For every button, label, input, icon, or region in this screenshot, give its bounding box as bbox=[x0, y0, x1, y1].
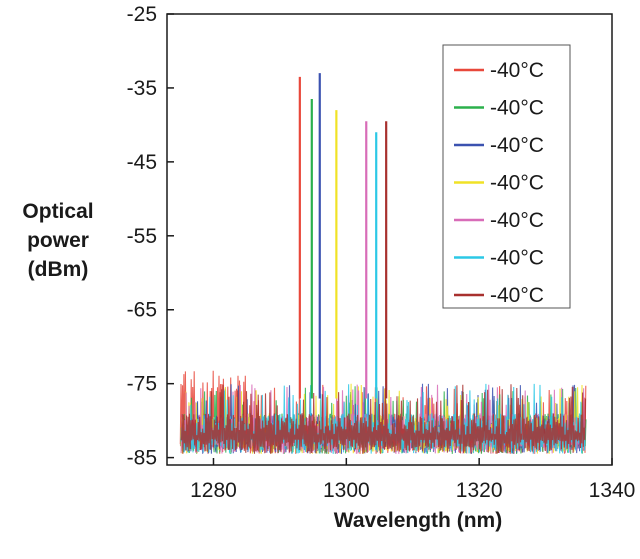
peaks bbox=[298, 73, 388, 399]
x-tick-label: 1300 bbox=[323, 479, 370, 502]
y-axis-title-line-3: (dBm) bbox=[28, 258, 89, 281]
x-tick-label: 1320 bbox=[456, 479, 503, 502]
y-axis-title-line-1: Optical bbox=[22, 200, 93, 223]
legend-label: -40°C bbox=[490, 97, 544, 120]
legend-label: -40°C bbox=[490, 172, 544, 195]
noise-trace bbox=[180, 384, 587, 454]
y-axis-title-line-2: power bbox=[27, 229, 89, 252]
y-tick-label: -75 bbox=[127, 373, 157, 396]
legend-label: -40°C bbox=[490, 284, 544, 307]
y-axis: -25 -35 -45 -55 -65 -75 -85 bbox=[127, 3, 174, 470]
y-tick-label: -55 bbox=[127, 225, 157, 248]
x-axis: 1280 1300 1320 1340 bbox=[190, 458, 635, 502]
legend-label: -40°C bbox=[490, 209, 544, 232]
x-tick-label: 1340 bbox=[589, 479, 636, 502]
y-tick-label: -45 bbox=[127, 151, 157, 174]
legend-box bbox=[442, 44, 571, 309]
y-tick-label: -25 bbox=[127, 3, 157, 26]
y-tick-label: -35 bbox=[127, 77, 157, 100]
plot-area bbox=[166, 13, 613, 466]
x-tick-label: 1280 bbox=[190, 479, 237, 502]
x-axis-title: Wavelength (nm) bbox=[334, 509, 502, 532]
y-tick-label: -65 bbox=[127, 299, 157, 322]
legend-label: -40°C bbox=[490, 134, 544, 157]
legend-label: -40°C bbox=[490, 247, 544, 270]
noise-floor bbox=[179, 370, 587, 454]
y-tick-label: -85 bbox=[127, 447, 157, 470]
legend: -40°C -40°C -40°C -40°C -40°C -40°C -40°C bbox=[442, 44, 571, 309]
legend-label: -40°C bbox=[490, 59, 544, 82]
